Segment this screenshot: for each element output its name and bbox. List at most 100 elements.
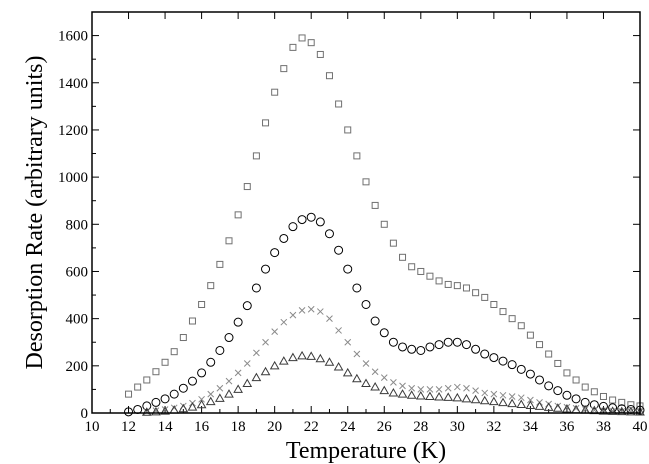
point-triangle: [352, 373, 362, 383]
point-cross: [435, 386, 443, 393]
point-square: [380, 220, 388, 228]
point-circle: [297, 215, 307, 225]
point-circle: [398, 342, 408, 352]
point-cross: [390, 378, 397, 386]
point-triangle: [635, 407, 645, 416]
point-triangle: [215, 393, 225, 402]
point-square: [252, 152, 260, 160]
point-square: [262, 119, 270, 127]
series-triangle: [141, 350, 645, 416]
series-circle: [124, 212, 645, 417]
point-circle: [425, 342, 435, 352]
point-triangle: [224, 389, 234, 398]
point-circle: [187, 376, 197, 386]
point-square: [481, 293, 489, 301]
point-square: [179, 334, 187, 342]
point-circle: [352, 283, 362, 293]
point-circle: [251, 283, 261, 293]
x-tick-label: 38: [596, 419, 611, 435]
point-square: [353, 152, 361, 160]
point-cross: [344, 338, 352, 346]
point-triangle: [151, 406, 161, 416]
point-circle: [452, 337, 462, 347]
point-triangle: [562, 403, 572, 413]
point-triangle: [251, 372, 262, 382]
point-triangle: [470, 394, 481, 404]
point-circle: [151, 397, 161, 407]
point-triangle: [233, 384, 243, 393]
point-circle: [416, 345, 426, 355]
point-triangle: [452, 392, 463, 402]
y-tick-label: 200: [66, 359, 89, 375]
point-square: [563, 369, 571, 377]
point-square: [134, 383, 142, 391]
point-square: [271, 88, 279, 96]
point-square: [125, 390, 133, 398]
point-circle: [535, 375, 545, 385]
point-triangle: [205, 396, 216, 406]
point-square: [426, 272, 434, 280]
point-triangle: [242, 378, 253, 388]
point-circle: [197, 368, 207, 378]
point-square: [371, 201, 379, 209]
point-square: [389, 239, 397, 247]
x-tick-label: 26: [377, 419, 393, 435]
x-tick-label: 40: [633, 419, 648, 435]
x-tick-label: 30: [450, 419, 465, 435]
point-square: [590, 388, 598, 396]
point-triangle: [379, 385, 390, 395]
point-circle: [434, 340, 444, 350]
x-axis-ticks: 10 12 14 16 18 20 22 24 26 28 30 32 34 36 38 40: [85, 12, 648, 435]
point-circle: [553, 386, 563, 396]
point-cross: [262, 338, 269, 346]
point-triangle: [443, 392, 454, 401]
point-circle: [516, 364, 526, 374]
point-square: [298, 34, 306, 42]
point-square: [472, 289, 480, 297]
x-tick-label: 22: [304, 419, 319, 435]
point-circle: [407, 344, 417, 354]
point-square: [362, 178, 370, 186]
point-square: [207, 282, 215, 290]
y-tick-label: 400: [66, 312, 89, 328]
point-triangle: [461, 393, 472, 403]
point-triangle: [297, 350, 307, 360]
point-square: [143, 376, 151, 384]
point-cross: [380, 374, 388, 381]
point-cross: [399, 382, 406, 390]
point-circle: [334, 245, 344, 255]
point-circle: [525, 369, 535, 379]
point-cross: [298, 307, 306, 314]
point-circle: [461, 340, 471, 350]
point-square: [234, 211, 242, 219]
point-cross: [408, 384, 416, 392]
point-cross: [225, 377, 233, 385]
y-tick-label: 800: [66, 217, 89, 233]
x-tick-label: 10: [85, 419, 100, 435]
point-triangle: [361, 378, 371, 388]
point-circle: [544, 381, 554, 391]
point-square: [289, 43, 297, 51]
point-triangle: [269, 360, 280, 370]
point-square: [609, 396, 617, 404]
point-circle: [324, 229, 334, 239]
x-tick-label: 12: [121, 419, 136, 435]
point-circle: [242, 301, 252, 311]
point-square: [335, 100, 343, 108]
point-triangle: [607, 406, 618, 415]
point-cross: [316, 308, 324, 315]
y-tick-label: 1200: [58, 123, 88, 139]
point-cross: [481, 389, 489, 397]
point-cross: [472, 387, 479, 394]
x-tick-label: 36: [559, 419, 575, 435]
point-triangle: [160, 406, 170, 415]
point-circle: [215, 345, 225, 355]
point-triangle: [141, 407, 152, 416]
data-series: [124, 34, 645, 417]
point-square: [599, 392, 607, 400]
series-cross: [143, 305, 644, 416]
x-axis-title: Temperature (K): [286, 438, 446, 464]
point-triangle: [415, 391, 426, 400]
point-square: [435, 277, 443, 285]
